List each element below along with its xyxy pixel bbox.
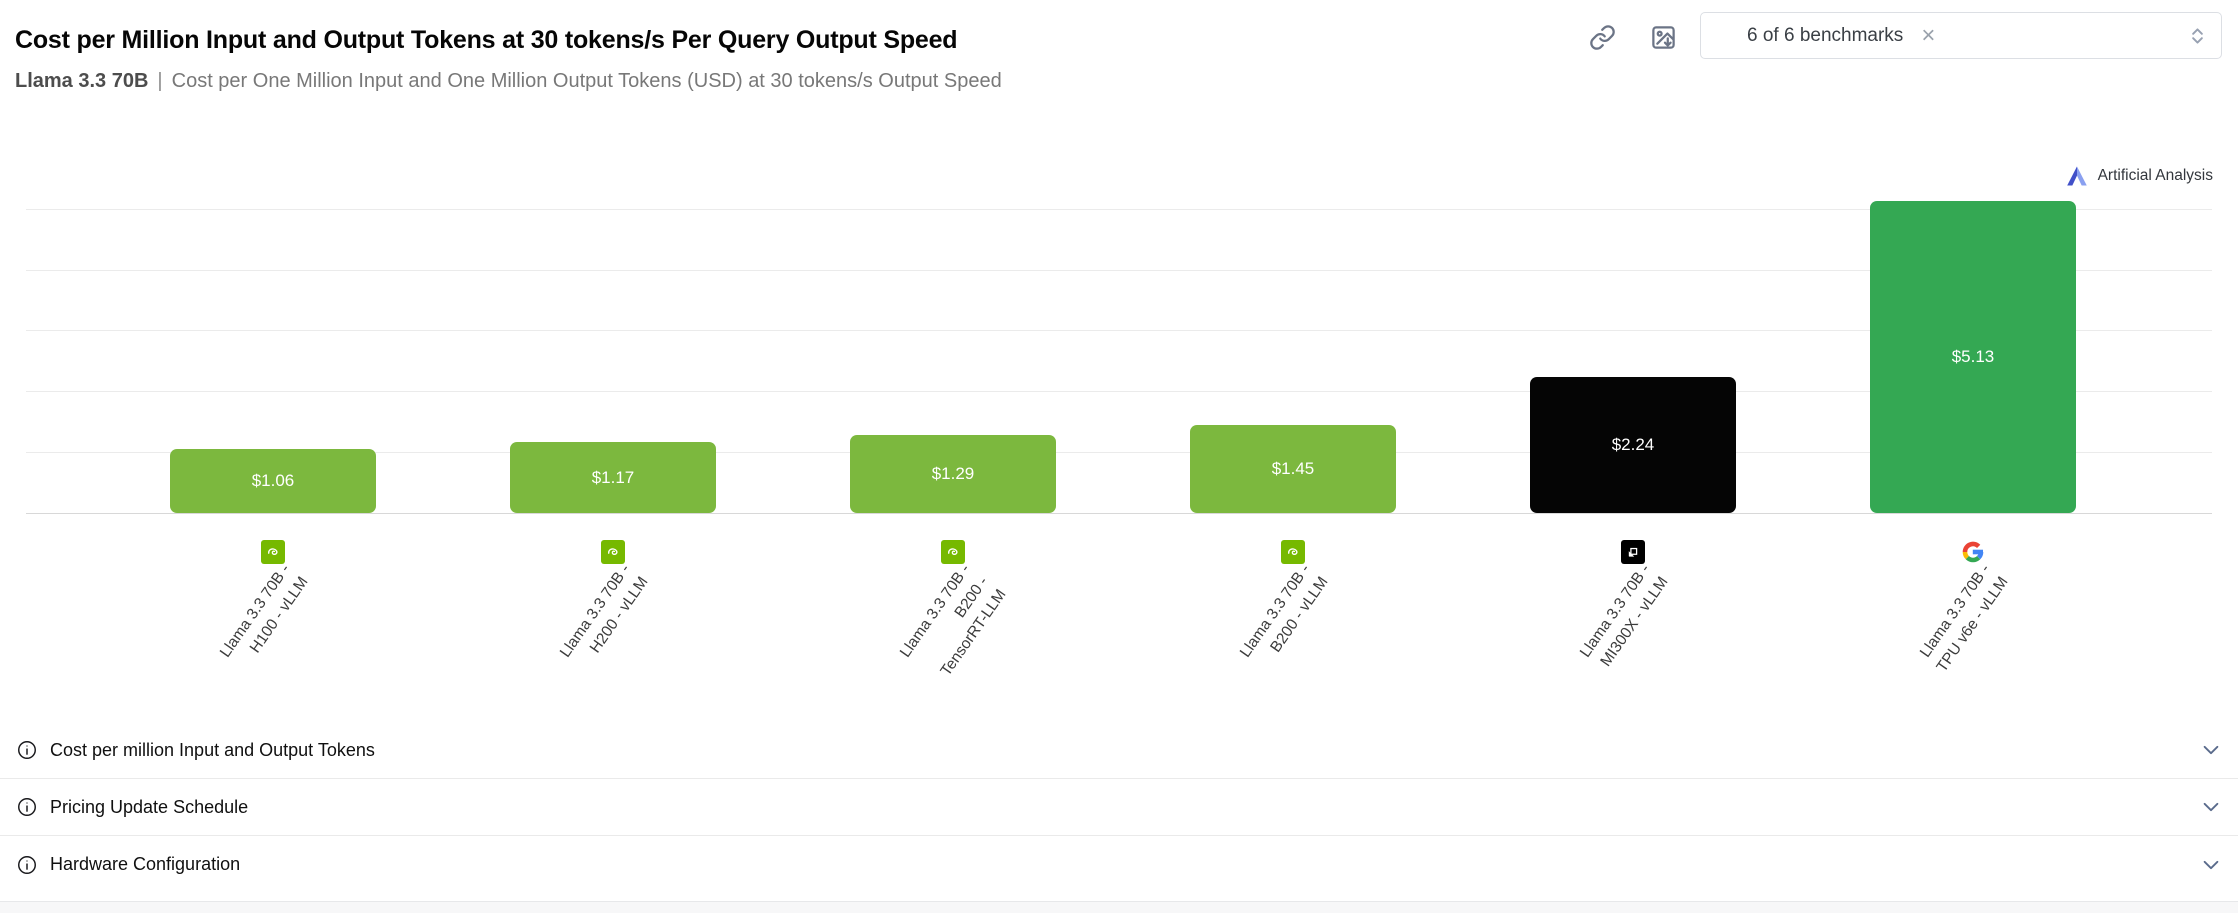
accordion-row-pricing-update-schedule[interactable]: Pricing Update Schedule — [0, 779, 2238, 836]
benchmark-filter-value: 6 of 6 benchmarks — [1747, 24, 1904, 46]
chevron-down-icon — [2203, 860, 2219, 869]
bar-value-label: $1.17 — [591, 467, 635, 487]
subtitle-divider: | — [157, 70, 163, 92]
bar-nvidia-1[interactable]: $1.17 — [510, 442, 716, 513]
bar-chart: Artificial Analysis $1.06 Llama 3.3 70B -… — [26, 163, 2213, 679]
select-chevrons-icon[interactable] — [2187, 25, 2208, 46]
clear-icon[interactable]: × — [1921, 21, 1936, 49]
google-icon — [1961, 540, 1985, 564]
bar-nvidia-0[interactable]: $1.06 — [170, 449, 376, 513]
accordion-label: Hardware Configuration — [50, 854, 241, 874]
watermark-label: Artificial Analysis — [2097, 167, 2213, 184]
gridline — [26, 452, 2212, 453]
gridline — [26, 270, 2212, 271]
bar-value-label: $1.06 — [251, 471, 295, 490]
page-background-strip — [0, 901, 2238, 913]
bar-value-label: $2.24 — [1611, 435, 1655, 454]
bar-amd-4[interactable]: $2.24 — [1530, 377, 1736, 513]
info-icon — [18, 798, 36, 816]
benchmark-filter-select[interactable]: 6 of 6 benchmarks × — [1700, 12, 2222, 59]
image-export-icon[interactable] — [1650, 24, 1677, 51]
accordion: Cost per million Input and Output Tokens… — [0, 722, 2238, 893]
nvidia-icon — [601, 540, 625, 564]
model-name: Llama 3.3 70B — [15, 70, 149, 92]
bar-google-5[interactable]: $5.13 — [1870, 201, 2076, 513]
info-icon — [18, 855, 36, 874]
nvidia-icon — [1281, 540, 1305, 564]
chevron-down-icon — [2203, 802, 2219, 812]
gridline — [26, 330, 2212, 331]
nvidia-icon — [261, 540, 285, 564]
x-axis-line — [26, 513, 2212, 514]
bar-value-label: $1.29 — [931, 464, 975, 483]
chart-subtitle: Llama 3.3 70B | Cost per One Million Input… — [15, 70, 1002, 93]
accordion-row-cost-per-million[interactable]: Cost per million Input and Output Tokens — [0, 722, 2238, 779]
nvidia-icon — [941, 540, 965, 564]
page-title: Cost per Million Input and Output Tokens… — [15, 25, 958, 54]
bar-value-label: $1.45 — [1271, 459, 1315, 478]
artificial-analysis-logo-icon — [2066, 166, 2087, 186]
subtitle-description: Cost per One Million Input and One Milli… — [171, 70, 1002, 92]
accordion-row-hardware-configuration[interactable]: Hardware Configuration — [0, 836, 2238, 893]
chevron-down-icon — [2203, 745, 2219, 755]
accordion-label: Cost per million Input and Output Tokens — [50, 739, 375, 760]
accordion-label: Pricing Update Schedule — [50, 796, 249, 817]
bar-value-label: $5.13 — [1951, 347, 1995, 366]
bar-nvidia-2[interactable]: $1.29 — [850, 435, 1056, 513]
link-icon[interactable] — [1589, 24, 1616, 51]
info-icon — [18, 741, 36, 759]
gridline — [26, 209, 2212, 210]
artificial-analysis-attribution: Artificial Analysis — [2064, 163, 2213, 189]
gridline — [26, 391, 2212, 392]
amd-icon — [1621, 540, 1645, 564]
bar-nvidia-3[interactable]: $1.45 — [1190, 425, 1396, 513]
